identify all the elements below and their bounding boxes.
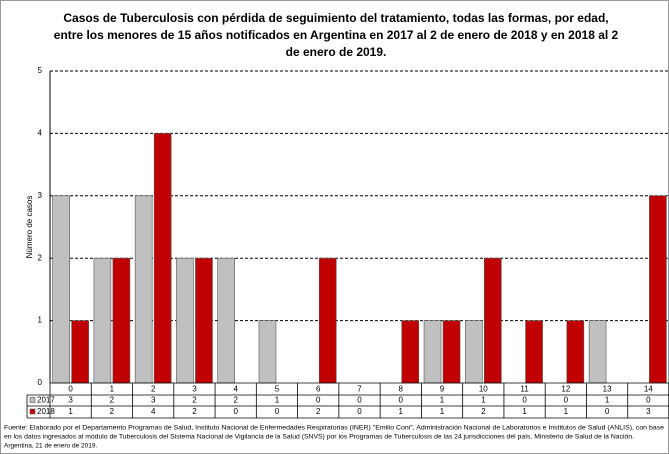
x-tick-label: 5 xyxy=(275,385,280,394)
table-value: 0 xyxy=(275,407,280,416)
table-value: 1 xyxy=(481,396,486,405)
x-tick-label: 9 xyxy=(440,385,445,394)
legend-swatch xyxy=(29,408,36,415)
x-tick-label: 4 xyxy=(233,385,238,394)
x-tick-label: 0 xyxy=(68,385,73,394)
table-value: 0 xyxy=(646,396,651,405)
table-value: 2 xyxy=(110,407,115,416)
y-tick-label: 5 xyxy=(38,66,43,75)
table-value: 0 xyxy=(357,407,362,416)
bar xyxy=(525,320,543,384)
table-value: 0 xyxy=(605,407,610,416)
table-value: 2 xyxy=(233,396,238,405)
table-value: 3 xyxy=(646,407,651,416)
table-value: 0 xyxy=(357,396,362,405)
table-value: 3 xyxy=(68,396,73,405)
bar xyxy=(52,195,70,384)
table-value: 0 xyxy=(564,396,569,405)
table-value: 1 xyxy=(440,407,445,416)
table-value: 1 xyxy=(605,396,610,405)
bar xyxy=(93,257,112,384)
bar xyxy=(134,195,153,384)
footnote: en los datos ingresados al módulo de Tub… xyxy=(4,434,634,441)
y-tick-label: 2 xyxy=(38,253,43,262)
bar xyxy=(401,320,420,384)
x-tick-label: 13 xyxy=(603,385,612,394)
chart-title: Casos de Tuberculosis con pérdida de seg… xyxy=(63,11,608,25)
chart-title: entre los menores de 15 años notificados… xyxy=(54,28,619,42)
table-value: 2 xyxy=(192,407,197,416)
legend-swatch xyxy=(29,397,36,403)
table-value: 2 xyxy=(192,396,197,405)
table-value: 2 xyxy=(110,396,115,405)
footnote: Argentina, 21 de enero de 2019. xyxy=(4,443,97,450)
x-tick-label: 12 xyxy=(561,385,570,394)
table-value: 2 xyxy=(481,407,486,416)
x-tick-label: 14 xyxy=(644,385,653,394)
y-tick-label: 1 xyxy=(38,316,43,325)
bar xyxy=(176,257,194,384)
bar xyxy=(566,320,585,384)
y-tick-label: 0 xyxy=(38,378,43,387)
table-value: 3 xyxy=(151,396,156,405)
bar xyxy=(258,320,277,384)
bar xyxy=(442,320,461,384)
bar xyxy=(195,257,213,384)
chart-title: de enero de 2019. xyxy=(286,45,387,59)
x-tick-label: 8 xyxy=(399,385,404,394)
bar xyxy=(71,320,89,384)
y-tick-label: 3 xyxy=(38,191,43,200)
x-tick-label: 7 xyxy=(357,385,362,394)
legend-label: 2018 xyxy=(37,407,55,416)
footnote: Fuente: Elaborado por el Departamento Pr… xyxy=(4,425,664,432)
bar xyxy=(464,320,483,384)
table-value: 0 xyxy=(233,407,238,416)
table-value: 0 xyxy=(399,396,404,405)
x-tick-label: 2 xyxy=(151,385,156,394)
bar xyxy=(112,257,131,384)
bar xyxy=(649,195,667,384)
table-value: 1 xyxy=(522,407,527,416)
table-value: 1 xyxy=(275,396,280,405)
table-value: 1 xyxy=(399,407,404,416)
table-value: 1 xyxy=(68,407,73,416)
bar xyxy=(318,257,337,384)
table-value: 1 xyxy=(440,396,445,405)
x-tick-label: 3 xyxy=(192,385,197,394)
x-tick-label: 1 xyxy=(110,385,115,394)
table-value: 4 xyxy=(151,407,156,416)
y-tick-label: 4 xyxy=(38,129,43,138)
table-value: 2 xyxy=(316,407,321,416)
bar xyxy=(483,257,502,384)
x-tick-label: 11 xyxy=(520,385,529,394)
bar xyxy=(153,133,172,384)
table-value: 1 xyxy=(564,407,569,416)
bar xyxy=(423,320,442,384)
x-tick-label: 10 xyxy=(479,385,488,394)
y-axis-label: Número de casos xyxy=(25,196,34,259)
x-tick-label: 6 xyxy=(316,385,321,394)
legend-label: 2017 xyxy=(37,396,55,405)
table-value: 0 xyxy=(522,396,527,405)
bar xyxy=(588,320,607,384)
bar xyxy=(217,257,235,384)
table-value: 0 xyxy=(316,396,321,405)
